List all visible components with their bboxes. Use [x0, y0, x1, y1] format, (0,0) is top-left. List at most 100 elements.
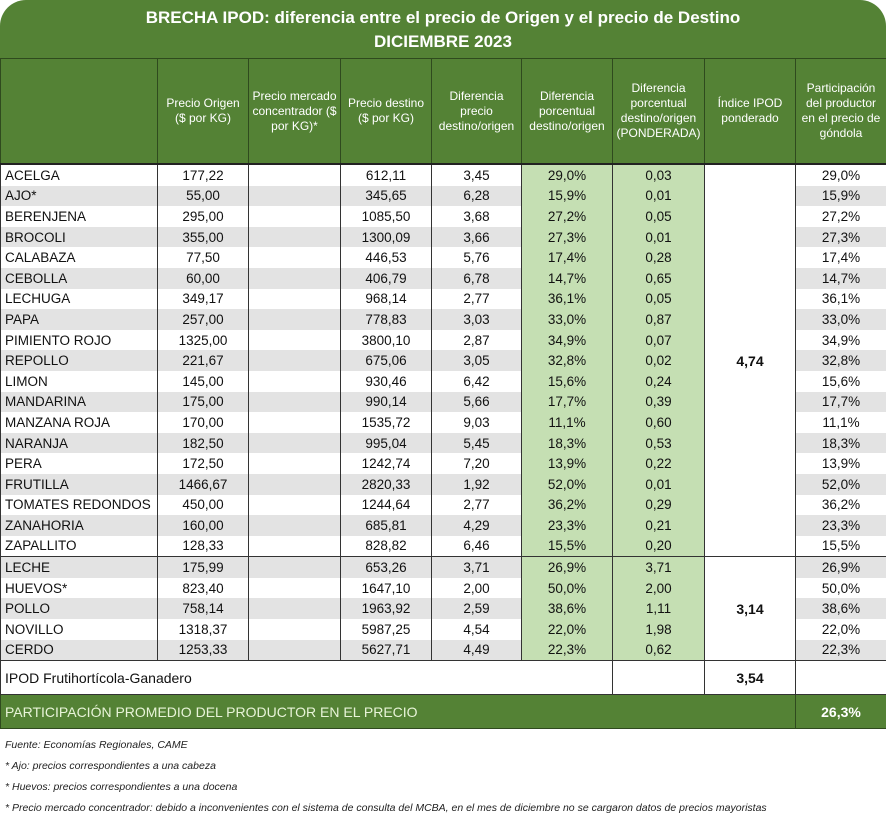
pct-difference-weighted: 0,60	[612, 412, 705, 433]
producer-share: 26,9%	[795, 556, 886, 578]
price-market	[248, 350, 341, 371]
price-destination: 990,14	[340, 391, 432, 413]
pct-difference-weighted: 1,98	[612, 619, 705, 640]
producer-share: 27,3%	[795, 226, 886, 248]
price-origin: 823,40	[157, 577, 249, 599]
producer-share: 29,0%	[795, 164, 886, 186]
price-destination: 1244,64	[340, 494, 432, 516]
price-difference: 3,05	[431, 350, 522, 371]
table-row: LECHE 175,99 653,26 3,71 26,9% 3,71 3,14 26,9%	[0, 556, 886, 662]
product-name: CERDO	[0, 639, 158, 661]
price-destination: 675,06	[340, 350, 432, 371]
producer-share: 36,2%	[795, 494, 886, 516]
product-name: TOMATES REDONDOS	[0, 494, 158, 516]
producer-share: 15,5%	[795, 535, 886, 557]
producer-share: 22,3%	[795, 639, 886, 661]
pct-difference-weighted: 0,53	[612, 432, 705, 454]
price-destination: 446,53	[340, 247, 432, 268]
producer-share: 33,0%	[795, 309, 886, 330]
price-destination: 5987,25	[340, 619, 432, 640]
pct-difference: 36,2%	[521, 494, 613, 516]
pct-difference: 32,8%	[521, 350, 613, 371]
producer-share: 23,3%	[795, 515, 886, 536]
price-origin: 160,00	[157, 515, 249, 536]
participation-value: 26,3%	[795, 694, 886, 730]
table-row: ZAPALLITO 128,33 828,82 6,46 15,5% 0,20 15,5%	[0, 535, 886, 557]
price-destination: 1085,50	[340, 206, 432, 227]
product-name: PIMIENTO ROJO	[0, 329, 158, 351]
price-difference: 4,29	[431, 515, 522, 536]
pct-difference-weighted: 0,29	[612, 494, 705, 516]
pct-difference: 27,3%	[521, 226, 613, 248]
pct-difference-weighted: 0,01	[612, 185, 705, 207]
title-line-1: BRECHA IPOD: diferencia entre el precio …	[145, 8, 741, 27]
product-name: PERA	[0, 453, 158, 474]
pct-difference: 22,0%	[521, 619, 613, 640]
price-difference: 5,66	[431, 391, 522, 413]
pct-difference-weighted: 0,07	[612, 329, 705, 351]
product-name: BERENJENA	[0, 206, 158, 227]
price-difference: 2,59	[431, 598, 522, 620]
product-name: NARANJA	[0, 432, 158, 454]
price-market	[248, 164, 341, 186]
price-destination: 1963,92	[340, 598, 432, 620]
pct-difference-weighted: 3,71	[612, 556, 705, 578]
table-row: BROCOLI 355,00 1300,09 3,66 27,3% 0,01 27,3%	[0, 226, 886, 248]
price-difference: 3,68	[431, 206, 522, 227]
pct-difference-weighted: 0,05	[612, 288, 705, 310]
price-origin: 1253,33	[157, 639, 249, 661]
total-empty	[612, 660, 705, 696]
price-destination: 828,82	[340, 535, 432, 557]
producer-share: 34,9%	[795, 329, 886, 351]
product-name: NOVILLO	[0, 619, 158, 640]
price-difference: 2,77	[431, 288, 522, 310]
price-difference: 3,66	[431, 226, 522, 248]
column-header: Precio mercado concentrador ($ por KG)*	[248, 58, 341, 165]
price-origin: 177,22	[157, 164, 249, 186]
pct-difference-weighted: 0,22	[612, 453, 705, 474]
producer-share: 17,4%	[795, 247, 886, 268]
price-market	[248, 206, 341, 227]
footnote: Fuente: Economías Regionales, CAME	[5, 739, 188, 752]
pct-difference: 22,3%	[521, 639, 613, 661]
producer-share: 22,0%	[795, 619, 886, 640]
price-destination: 968,14	[340, 288, 432, 310]
pct-difference: 15,5%	[521, 535, 613, 557]
column-header: Diferencia porcentual destino/origen	[521, 58, 613, 165]
producer-share: 14,7%	[795, 267, 886, 289]
table-row: CEBOLLA 60,00 406,79 6,78 14,7% 0,65 14,7%	[0, 267, 886, 289]
price-destination: 406,79	[340, 267, 432, 289]
price-origin: 175,00	[157, 391, 249, 413]
price-destination: 1647,10	[340, 577, 432, 599]
producer-share: 38,6%	[795, 598, 886, 620]
pct-difference: 17,4%	[521, 247, 613, 268]
product-name: FRUTILLA	[0, 473, 158, 495]
price-difference: 2,87	[431, 329, 522, 351]
column-header: Participación del productor en el precio…	[795, 58, 886, 165]
pct-difference: 34,9%	[521, 329, 613, 351]
price-difference: 9,03	[431, 412, 522, 433]
price-destination: 1242,74	[340, 453, 432, 474]
price-difference: 3,03	[431, 309, 522, 330]
pct-difference-weighted: 0,05	[612, 206, 705, 227]
price-origin: 172,50	[157, 453, 249, 474]
price-difference: 6,78	[431, 267, 522, 289]
table-row: TOMATES REDONDOS 450,00 1244,64 2,77 36,2% 0,…	[0, 494, 886, 516]
price-difference: 6,46	[431, 535, 522, 557]
producer-share: 52,0%	[795, 473, 886, 495]
producer-share: 18,3%	[795, 432, 886, 454]
table-row: FRUTILLA 1466,67 2820,33 1,92 52,0% 0,01 52,0%	[0, 473, 886, 495]
pct-difference-weighted: 1,11	[612, 598, 705, 620]
pct-difference: 26,9%	[521, 556, 613, 578]
ipod-index: 4,74	[704, 164, 796, 558]
table-row: PERA 172,50 1242,74 7,20 13,9% 0,22 13,9%	[0, 453, 886, 474]
price-market	[248, 556, 341, 578]
pct-difference-weighted: 0,28	[612, 247, 705, 268]
price-destination: 685,81	[340, 515, 432, 536]
price-difference: 4,54	[431, 619, 522, 640]
product-name: MANDARINA	[0, 391, 158, 413]
product-name: ACELGA	[0, 164, 158, 186]
price-origin: 55,00	[157, 185, 249, 207]
pct-difference-weighted: 0,65	[612, 267, 705, 289]
column-header: Diferencia precio destino/origen	[431, 58, 522, 165]
